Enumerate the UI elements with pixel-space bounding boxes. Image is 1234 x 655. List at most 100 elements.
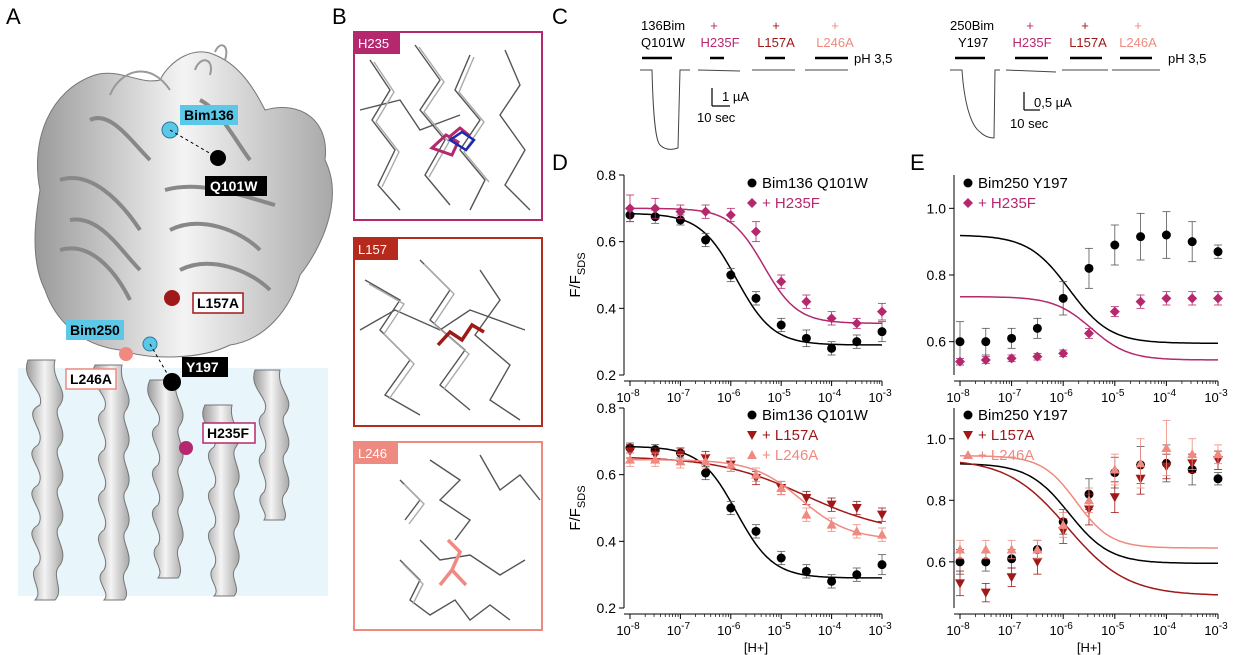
trace-wt-label-line2: Q101W <box>641 35 686 50</box>
x-axis-label: [H+] <box>1077 640 1101 655</box>
chart-e-bottom: 0.6 0.8 1.0 10-8 10-7 10-6 10-5 10-4 10-3 [H+] Bim… <box>927 407 1229 655</box>
legend-label: + L246A <box>762 447 818 464</box>
protein-structure-illustration <box>25 44 333 601</box>
trace-scale-time: 10 sec <box>1010 116 1049 131</box>
panel-letter-c: C <box>552 4 568 29</box>
fit-curve <box>630 207 882 324</box>
data-point <box>1058 293 1068 303</box>
y-axis-label: F/FSDS <box>567 252 588 297</box>
data-point <box>1187 237 1197 247</box>
x-tick-label: 10-4 <box>818 621 842 638</box>
x-tick-label: 10-8 <box>616 388 640 405</box>
data-point <box>852 570 862 580</box>
zoom-box-h235: H235 <box>353 31 543 221</box>
fit-curve <box>960 463 1218 565</box>
data-point <box>955 356 965 367</box>
y-tick-label: 0.2 <box>597 600 617 616</box>
data-point <box>700 206 711 217</box>
x-tick-label: 10-7 <box>998 388 1022 405</box>
svg-text:+: + <box>1081 18 1089 33</box>
data-point <box>1032 351 1043 362</box>
data-point <box>955 557 965 567</box>
zoom-box-l246: L246 <box>353 441 543 631</box>
panel-letter-e: E <box>910 150 925 175</box>
data-point <box>955 544 965 554</box>
data-point <box>980 588 991 598</box>
data-point <box>725 459 736 469</box>
data-point <box>877 306 887 317</box>
data-point <box>1161 230 1171 240</box>
data-point <box>1109 306 1120 317</box>
structure-label-l157a: L157A <box>192 292 244 314</box>
x-tick-label: 10-8 <box>946 388 970 405</box>
x-tick-label: 10-6 <box>717 621 741 638</box>
svg-text:Bim250: Bim250 <box>70 322 120 338</box>
data-point <box>1187 449 1198 459</box>
data-point <box>980 544 991 554</box>
data-point <box>675 456 686 466</box>
data-point <box>826 519 837 529</box>
data-point <box>1109 493 1120 503</box>
x-tick-label: 10-4 <box>1153 388 1177 405</box>
x-tick-label: 10-5 <box>1101 621 1125 638</box>
legend-label: + L246A <box>978 447 1034 464</box>
x-tick-label: 10-3 <box>1204 388 1228 405</box>
trace-mutant-l246a: L246A <box>816 35 854 50</box>
fit-curve <box>959 234 1218 345</box>
trace-mutant-l246a: L246A <box>1119 35 1157 50</box>
svg-text:+: + <box>1026 18 1034 33</box>
trace-mutant-l157a: L157A <box>1069 35 1107 50</box>
fit-curve <box>960 295 1218 361</box>
data-point <box>801 566 811 576</box>
x-axis-label: [H+] <box>744 640 768 655</box>
trace-scale-time: 10 sec <box>697 110 736 125</box>
legend-marker <box>747 178 757 188</box>
x-tick-label: 10-4 <box>818 388 842 405</box>
trace-mutant-h235f: H235F <box>1012 35 1051 50</box>
data-point <box>1213 474 1223 484</box>
data-point <box>776 320 786 330</box>
data-point <box>826 500 837 510</box>
data-point <box>852 337 862 347</box>
data-point <box>981 337 991 347</box>
x-tick-label: 10-5 <box>1101 388 1125 405</box>
y-tick-label: 0.4 <box>597 300 617 316</box>
y-tick-label: 0.8 <box>927 267 947 283</box>
data-point <box>650 203 661 214</box>
data-point <box>650 454 661 464</box>
data-point <box>801 333 811 343</box>
data-point <box>726 270 736 280</box>
x-tick-label: 10-7 <box>998 621 1022 638</box>
l246a-sphere <box>119 347 133 361</box>
data-point <box>1032 323 1042 333</box>
data-point <box>827 343 837 353</box>
data-point <box>701 468 711 478</box>
data-point <box>1213 449 1223 459</box>
chart-e-top: 0.6 0.8 1.0 10-8 10-7 10-6 10-5 10-4 10-3 Bim250 … <box>927 175 1228 405</box>
data-point <box>1032 544 1043 554</box>
data-point <box>851 526 862 536</box>
data-point <box>1084 263 1094 273</box>
legend-label: + L157A <box>762 427 818 444</box>
structure-label-l246a: L246A <box>65 368 117 390</box>
y-tick-label: 0.4 <box>597 533 617 549</box>
data-point <box>1161 293 1172 304</box>
trace-ph-label: pH 3,5 <box>1168 51 1206 66</box>
l157a-sphere <box>164 290 180 306</box>
data-point <box>625 454 635 464</box>
data-point <box>1006 544 1017 554</box>
legend-marker <box>963 410 973 420</box>
y-tick-label: 0.8 <box>597 400 617 416</box>
data-point <box>877 327 887 337</box>
data-point <box>1109 464 1120 474</box>
structure-label-bim250: Bim250 <box>66 320 124 340</box>
legend-label: + H235F <box>762 195 820 212</box>
x-tick-label: 10-4 <box>1153 621 1177 638</box>
y-tick-label: 1.0 <box>927 200 947 216</box>
data-point <box>801 494 812 503</box>
data-point <box>801 509 812 519</box>
x-tick-label: 10-6 <box>717 388 741 405</box>
data-point <box>625 447 635 457</box>
structure-label-h235f: H235F <box>202 422 256 444</box>
